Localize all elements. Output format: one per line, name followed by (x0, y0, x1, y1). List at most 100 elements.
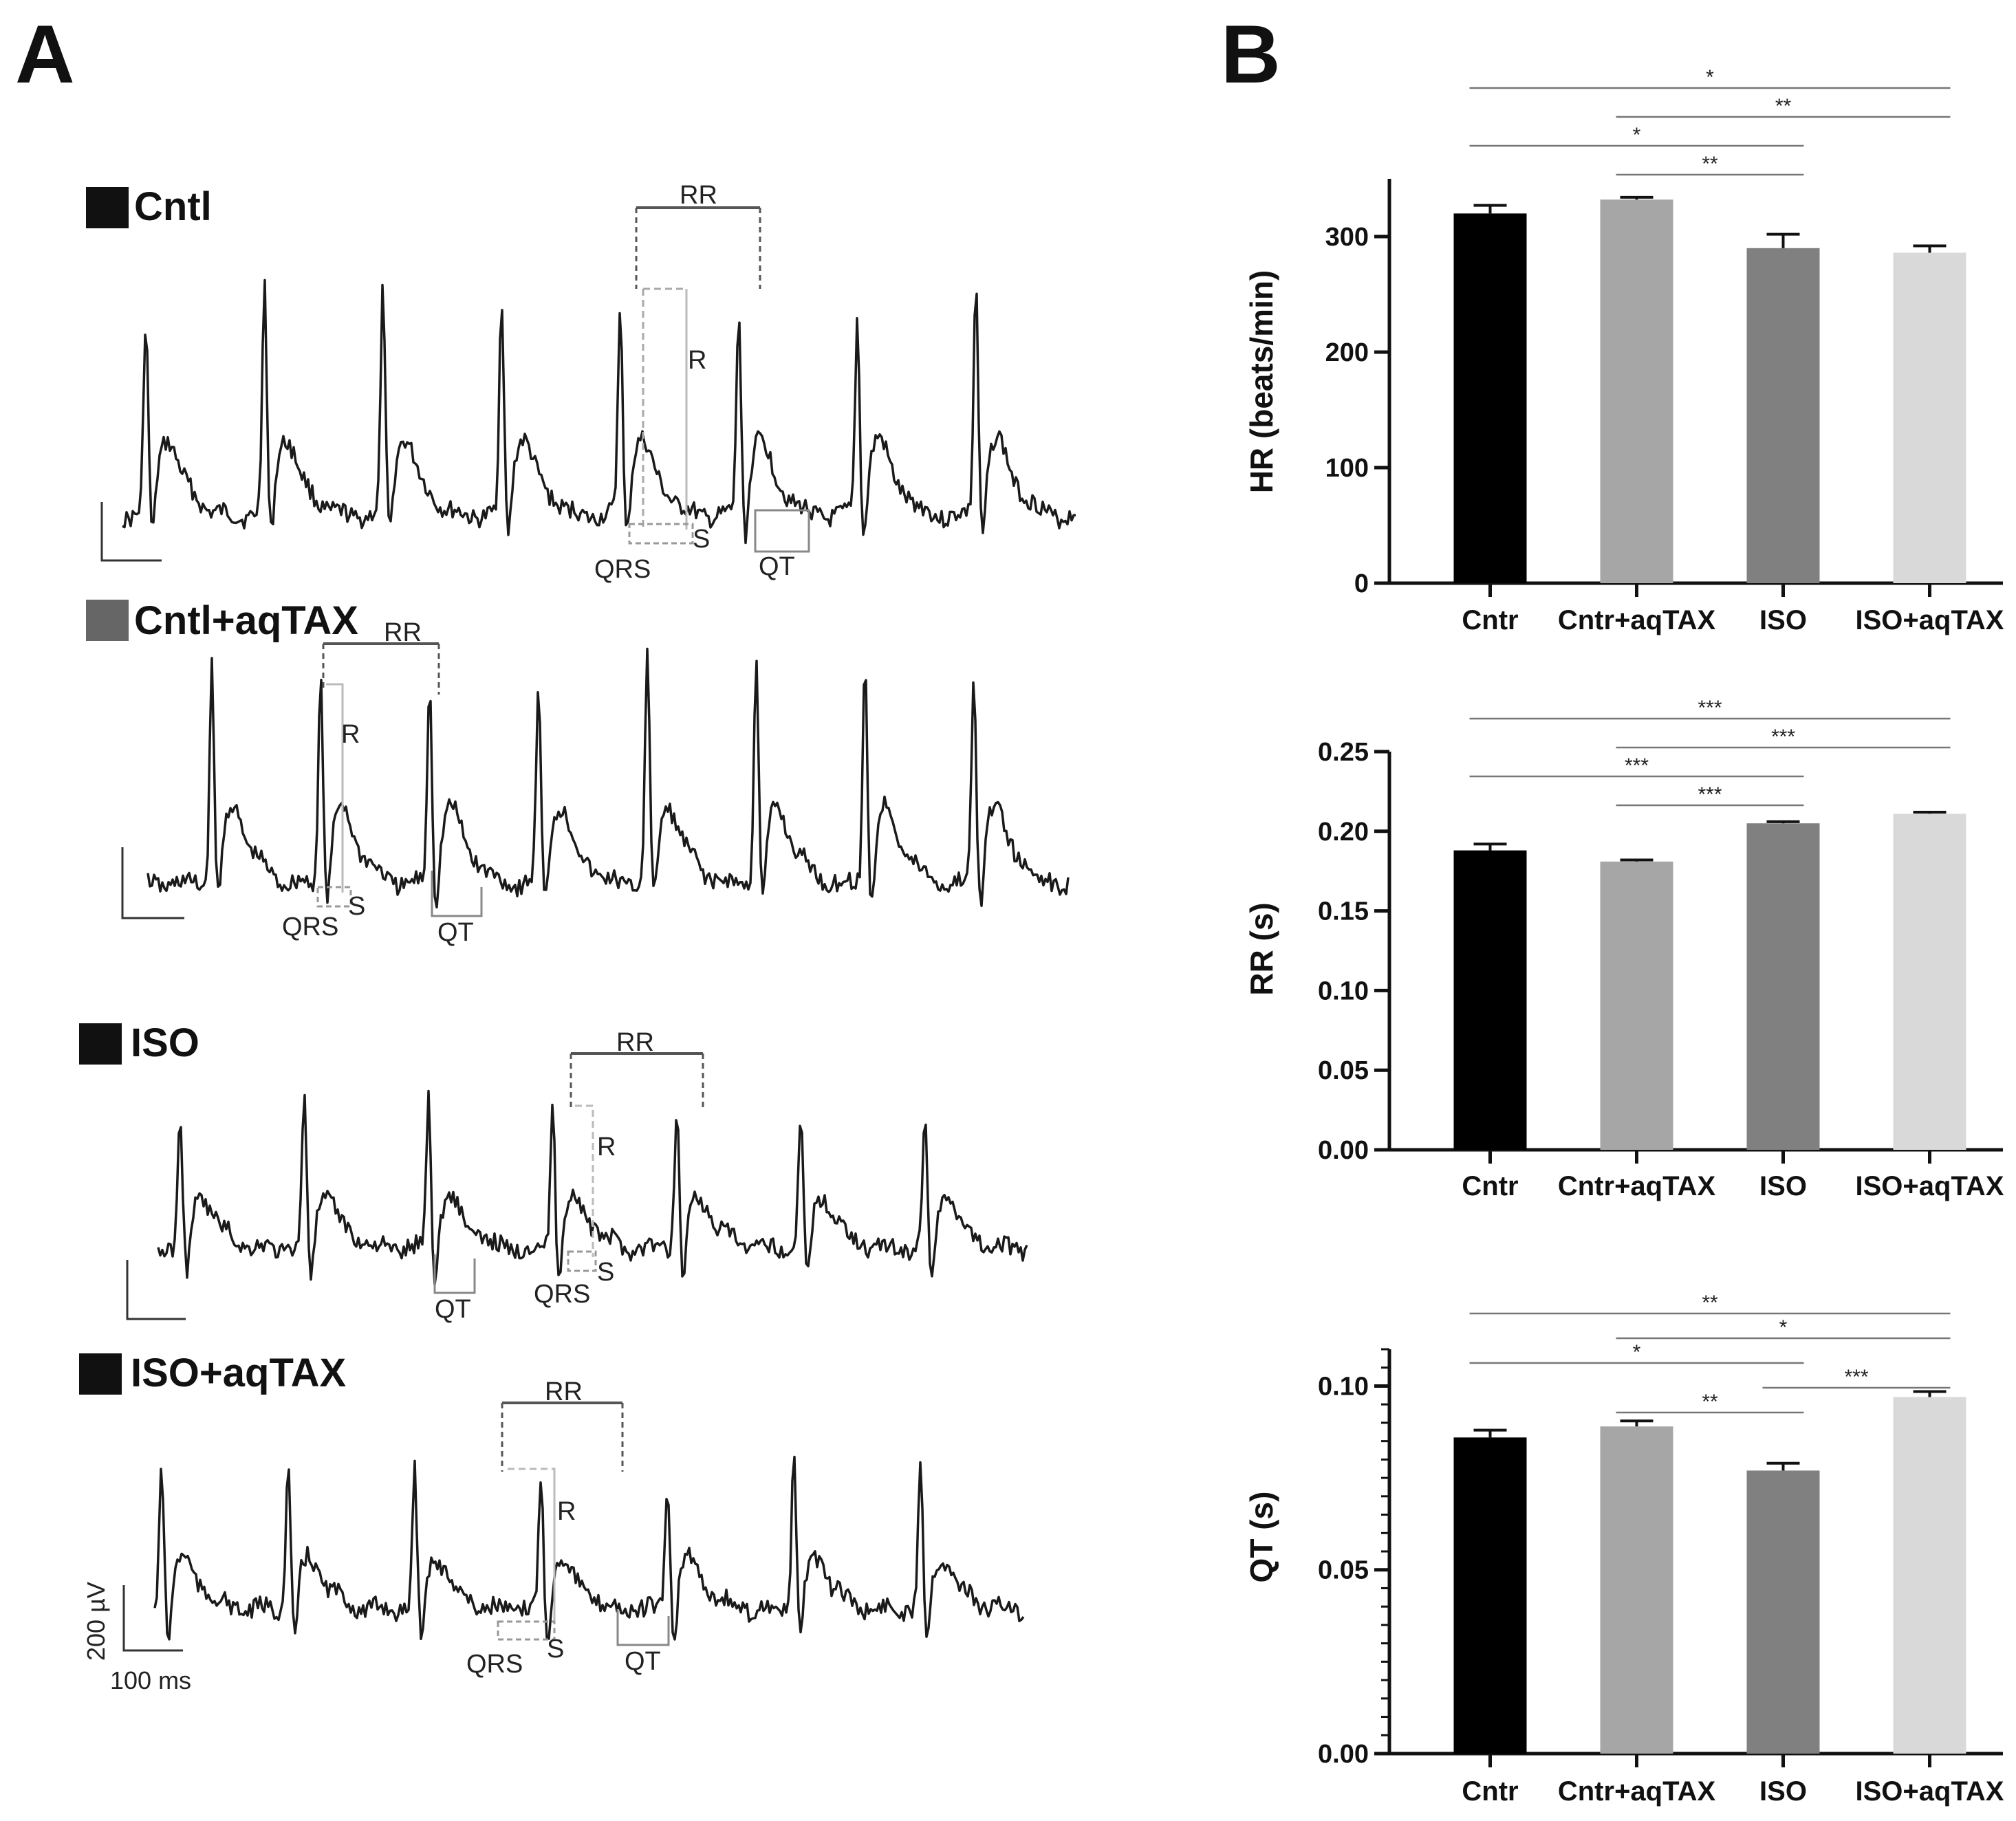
significance-label: * (1706, 66, 1714, 89)
y-axis-title: HR (beats/min) (1244, 270, 1279, 494)
ecg-waveform-cntl-aqtax (147, 647, 1070, 909)
s-label-cntl-aqtax: S (348, 892, 365, 921)
rr-dash-iso (570, 1054, 704, 1107)
rr-label-cntl: RR (680, 181, 717, 210)
qrs-box-cntl-aqtax (316, 886, 352, 908)
rr-label-cntl-aqtax: RR (384, 618, 422, 647)
y-axis-title: RR (s) (1244, 902, 1279, 995)
y-tick-label: 300 (1325, 223, 1369, 252)
bar-iso (1746, 248, 1820, 583)
rr-label-iso: RR (616, 1028, 654, 1057)
y-tick-label: 0.00 (1318, 1740, 1369, 1769)
significance-label: *** (1771, 726, 1795, 748)
significance-label: *** (1844, 1366, 1868, 1388)
y-tick-label: 200 (1325, 338, 1369, 367)
y-tick-label: 0.05 (1318, 1556, 1369, 1585)
x-tick-label: Cntr+aqTAX (1558, 605, 1716, 635)
scale-bracket-iso (126, 1260, 186, 1320)
significance-label: * (1633, 124, 1641, 146)
qt-box-iso (433, 1254, 476, 1294)
qt-box-cntl-aqtax (431, 871, 483, 917)
y-tick-label: 100 (1325, 454, 1369, 483)
scale-bracket-iso-aqtax (122, 1585, 183, 1652)
scale-bracket-cntl (100, 502, 162, 562)
y-tick-label: 0.00 (1318, 1136, 1369, 1165)
x-tick-label: Cntr+aqTAX (1558, 1171, 1716, 1201)
panel-letter-a: A (15, 8, 75, 100)
ecg-waveform-iso (157, 1089, 1028, 1286)
bar-iso-aqtax (1893, 252, 1966, 583)
qt-label-cntl-aqtax: QT (437, 918, 474, 947)
bar-cntr (1453, 850, 1527, 1150)
y-tick-label: 0.05 (1318, 1056, 1369, 1085)
group-label-cntl-aqtax: Cntl+aqTAX (134, 598, 358, 643)
significance-label: ** (1702, 1291, 1718, 1314)
qrs-label-iso: QRS (534, 1280, 590, 1309)
group-label-iso-aqtax: ISO+aqTAX (131, 1351, 346, 1395)
bar-iso-aqtax (1893, 1397, 1966, 1754)
ecg-waveform-iso-aqtax (153, 1455, 1025, 1641)
group-label-cntl: Cntl (134, 184, 212, 229)
panel-letter-b: B (1221, 8, 1281, 100)
bar-cntr-aqtax (1600, 861, 1673, 1150)
r-box-cntl-aqtax (326, 683, 344, 893)
r-label-cntl-aqtax: R (341, 720, 360, 749)
ecg-trace-cntl: Cntl RR R S QRS QT (86, 181, 1076, 584)
x-tick-label: ISO+aqTAX (1856, 1171, 2004, 1201)
y-tick-label: 0.25 (1318, 738, 1369, 767)
significance-label: ** (1702, 1391, 1718, 1413)
bar-cntr (1453, 1437, 1527, 1754)
rr-dash-iso-aqtax (501, 1403, 624, 1472)
x-tick-label: Cntr (1462, 1171, 1518, 1201)
qrs-box-iso (567, 1250, 597, 1272)
group-swatch-cntl (86, 187, 129, 228)
bar-cntr-aqtax (1600, 1426, 1673, 1754)
x-tick-label: Cntr (1462, 1776, 1518, 1807)
bar-cntr (1453, 213, 1527, 583)
qt-label-iso-aqtax: QT (625, 1647, 661, 1676)
x-tick-label: ISO (1759, 605, 1807, 635)
s-label-cntl: S (693, 525, 710, 554)
scale-bracket-cntl-aqtax (121, 847, 184, 919)
x-tick-label: ISO (1759, 1776, 1807, 1807)
ecg-waveform-cntl (122, 279, 1076, 545)
qrs-label-cntl: QRS (594, 555, 651, 584)
significance-label: * (1779, 1316, 1788, 1339)
bar-chart-2: 0.00 0.05 0.10 0.15 0.20 0.25 RR (s) Cntr Cntr+a… (1244, 697, 2004, 1201)
r-box-iso-aqtax (508, 1468, 556, 1624)
group-swatch-cntl-aqtax (86, 600, 129, 641)
s-label-iso-aqtax: S (547, 1635, 564, 1664)
group-swatch-iso-aqtax (79, 1353, 122, 1395)
significance-label: *** (1698, 783, 1722, 806)
ecg-trace-cntl-aqtax: Cntl+aqTAX RR R S QRS QT (86, 598, 1070, 947)
ecg-trace-iso: ISO RR R S QRS QT (79, 1021, 1028, 1324)
y-axis-title: QT (s) (1244, 1492, 1279, 1583)
bar-chart-1: 0 100 200 300 HR (beats/min) Cntr Cntr+aqTAX IS… (1244, 66, 2004, 635)
bar-iso (1746, 823, 1820, 1150)
y-tick-label: 0.10 (1318, 977, 1369, 1005)
bar-chart-3: 0.00 0.05 0.10 QT (s) Cntr Cntr+aqTAX ISO ISO+a… (1244, 1291, 2004, 1807)
x-tick-label: ISO+aqTAX (1856, 605, 2004, 635)
significance-label: * (1633, 1341, 1641, 1364)
rr-dash-cntl-aqtax (322, 644, 440, 695)
rr-dash-cntl (635, 208, 761, 289)
rr-label-iso-aqtax: RR (545, 1377, 583, 1406)
qt-label-iso: QT (435, 1295, 471, 1324)
qt-label-cntl: QT (759, 552, 795, 581)
qrs-label-cntl-aqtax: QRS (282, 913, 338, 941)
y-tick-label: 0.20 (1318, 818, 1369, 847)
qt-box-iso-aqtax (616, 1609, 670, 1646)
x-tick-label: ISO (1759, 1171, 1807, 1201)
group-label-iso: ISO (131, 1021, 199, 1065)
y-tick-label: 0.15 (1318, 897, 1369, 926)
ecg-panel: Cntl RR R S QRS QT Cntl+aqTAX (79, 181, 1076, 1694)
x-tick-label: ISO+aqTAX (1856, 1776, 2004, 1807)
y-tick-label: 0 (1354, 569, 1369, 598)
x-tick-label: Cntr (1462, 605, 1518, 635)
qrs-box-iso-aqtax (497, 1620, 556, 1641)
x-tick-label: Cntr+aqTAX (1558, 1776, 1716, 1807)
significance-label: ** (1775, 95, 1792, 118)
ecg-trace-iso-aqtax: ISO+aqTAX 200 µV 100 ms RR R S QRS QT (79, 1351, 1025, 1694)
scale-time-label: 100 ms (110, 1666, 191, 1694)
